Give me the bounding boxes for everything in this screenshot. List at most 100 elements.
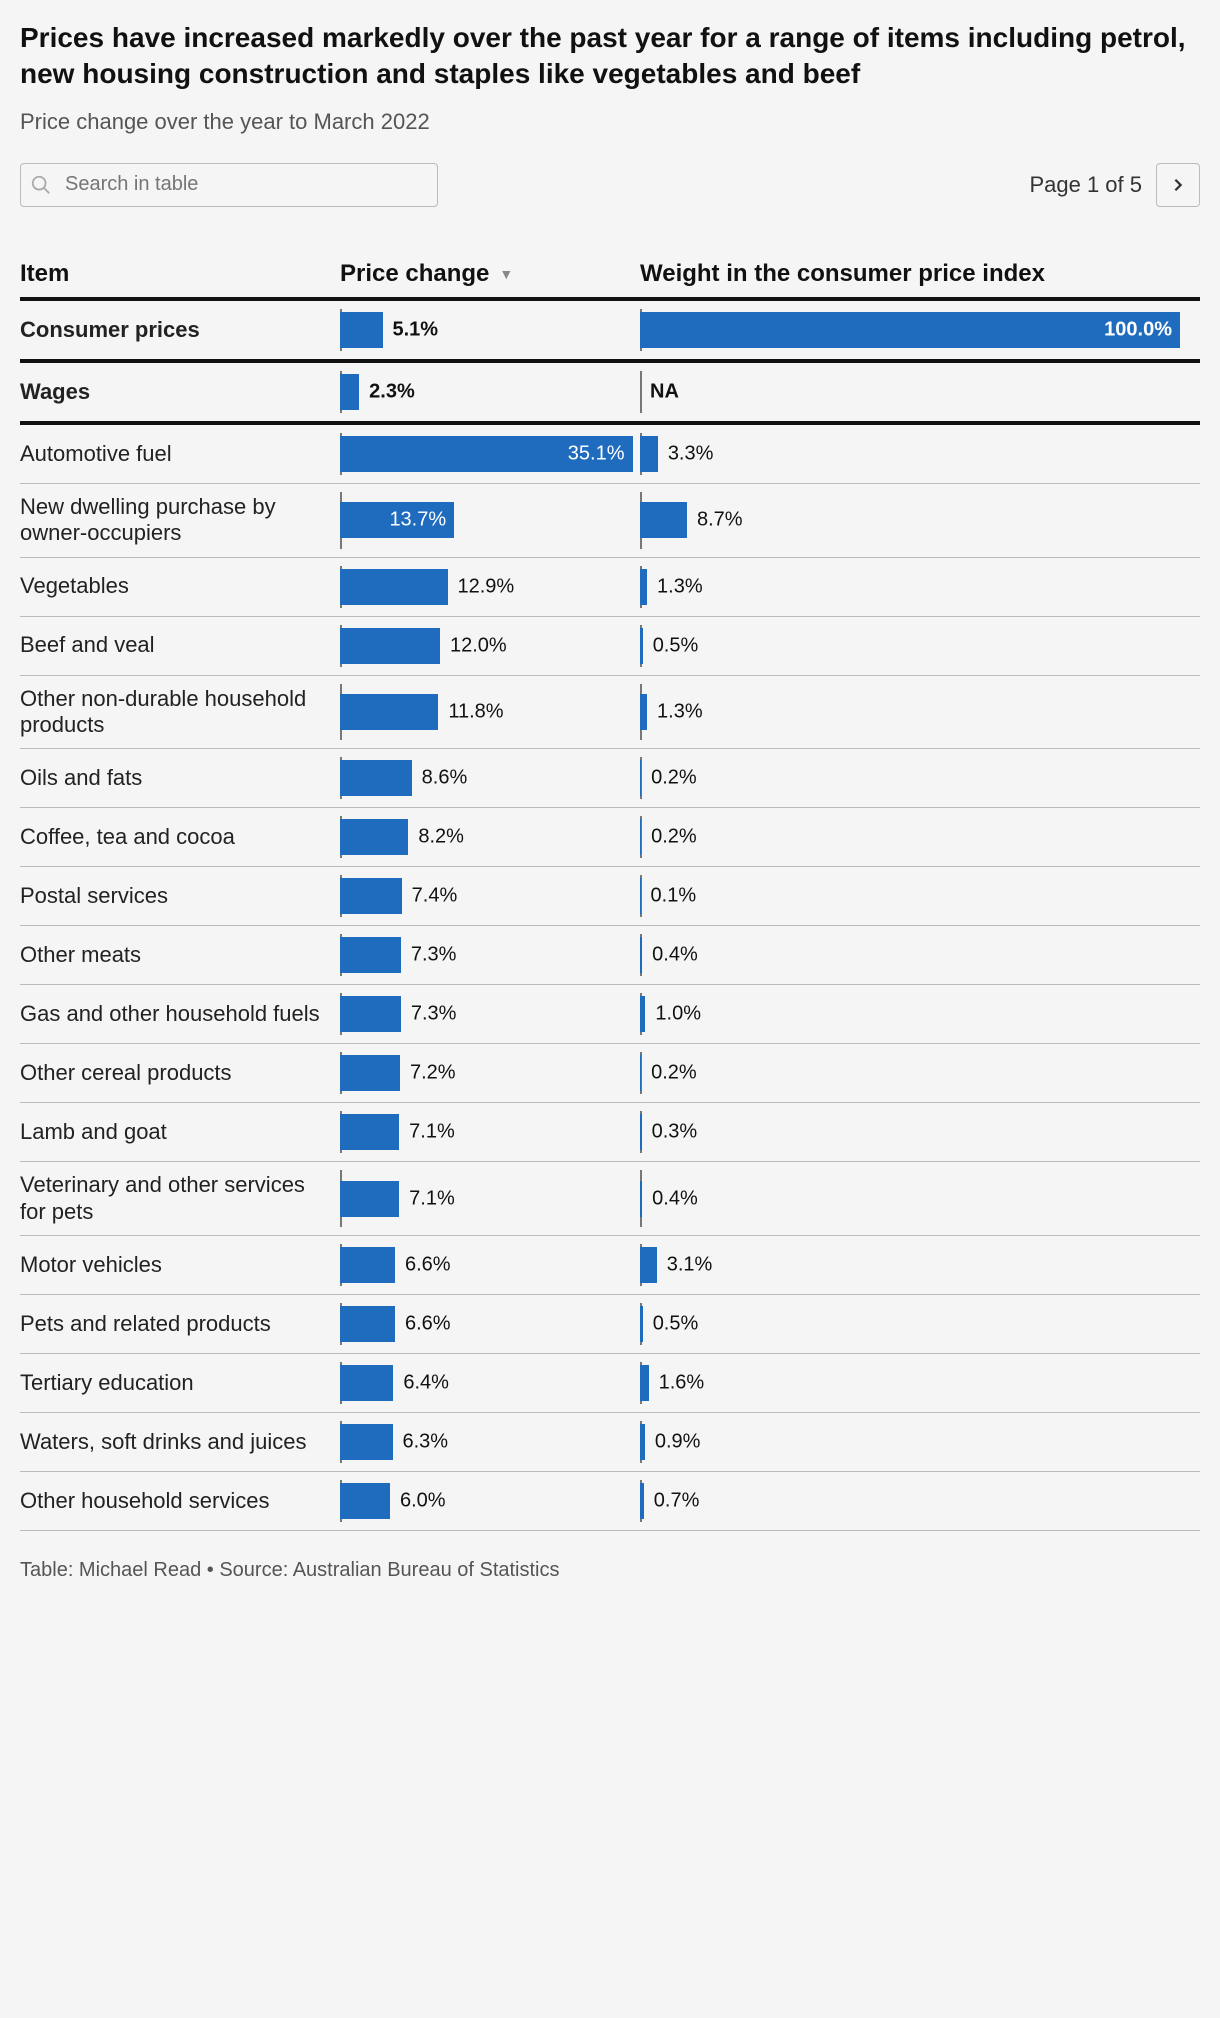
price-bar [340,1365,393,1401]
weight-value-label: 3.1% [667,1254,713,1277]
row-item-label: Postal services [20,883,340,909]
price-value-label: 12.0% [450,634,507,657]
price-bar [340,569,448,605]
weight-value-label: 1.0% [655,1003,701,1026]
weight-bar-cell: 3.1% [640,1246,1180,1284]
row-item-label: Veterinary and other services for pets [20,1172,340,1225]
col-header-item[interactable]: Item [20,259,340,289]
weight-value-label: 0.4% [652,944,698,967]
price-bar-cell: 7.3% [340,995,640,1033]
price-bar-cell: 6.3% [340,1423,640,1461]
weight-bar-cell: 0.4% [640,1172,1180,1225]
row-item-label: Tertiary education [20,1370,340,1396]
col-header-price-label: Price change [340,259,489,289]
weight-bar-cell: 1.3% [640,568,1180,606]
weight-bar [640,1365,649,1401]
price-value-label: 7.1% [409,1121,455,1144]
table-row: Beef and veal 12.0% 0.5% [20,617,1200,676]
source-line: Table: Michael Read • Source: Australian… [20,1559,1200,1582]
weight-bar-cell: 0.2% [640,1054,1180,1092]
row-item-label: Beef and veal [20,632,340,658]
weight-bar-cell: 0.9% [640,1423,1180,1461]
weight-bar [640,1055,641,1091]
search-icon [30,174,52,196]
weight-bar [640,760,641,796]
row-item-label: Other meats [20,942,340,968]
weight-value-label: 0.2% [651,767,697,790]
weight-bar-cell: 0.5% [640,1305,1180,1343]
price-bar [340,1483,390,1519]
price-value-label: 13.7% [389,509,446,532]
weight-bar-cell: 1.6% [640,1364,1180,1402]
col-header-weight[interactable]: Weight in the consumer price index [640,259,1180,289]
weight-value-label: 0.5% [653,634,699,657]
col-header-price[interactable]: Price change ▼ [340,259,640,289]
price-bar [340,937,401,973]
table-row: Wages2.3%NA [20,363,1200,425]
price-bar [340,819,408,855]
table-row: Postal services7.4%0.1% [20,867,1200,926]
price-value-label: 6.4% [403,1372,449,1395]
price-bar: 13.7% [340,502,454,538]
price-bar-cell: 35.1% [340,435,640,473]
weight-value-label: 0.9% [655,1431,701,1454]
price-bar-cell: 7.1% [340,1113,640,1151]
row-item-label: Vegetables [20,573,340,599]
weight-bar-cell: 1.0% [640,995,1180,1033]
table-row: Other household services6.0% 0.7% [20,1472,1200,1531]
price-bar [340,628,440,664]
weight-bar [640,937,642,973]
price-bar-cell: 6.6% [340,1305,640,1343]
weight-bar-cell: 0.7% [640,1482,1180,1520]
weight-bar [640,502,687,538]
price-value-label: 5.1% [393,318,439,341]
row-item-label: Automotive fuel [20,441,340,467]
row-item-label: Other household services [20,1488,340,1514]
weight-bar [640,1181,642,1217]
price-value-label: 35.1% [568,442,625,465]
weight-bar [640,569,647,605]
chart-title: Prices have increased markedly over the … [20,20,1200,93]
weight-value-label: 0.2% [651,1062,697,1085]
weight-value-label: 0.2% [651,826,697,849]
price-value-label: 6.3% [403,1431,449,1454]
table-row: Waters, soft drinks and juices6.3%0.9% [20,1413,1200,1472]
price-value-label: 7.2% [410,1062,456,1085]
table-row: Coffee, tea and cocoa8.2%0.2% [20,808,1200,867]
weight-bar-cell: 0.5% [640,627,1180,665]
weight-bar: 100.0% [640,312,1180,348]
search-input[interactable] [20,163,438,207]
price-value-label: 7.3% [411,944,457,967]
row-item-label: Oils and fats [20,765,340,791]
table-row: Gas and other household fuels7.3%1.0% [20,985,1200,1044]
price-value-label: 7.4% [412,885,458,908]
row-item-label: Pets and related products [20,1311,340,1337]
weight-bar [640,1247,657,1283]
price-bar [340,878,402,914]
row-item-label: Motor vehicles [20,1252,340,1278]
row-item-label: Lamb and goat [20,1119,340,1145]
weight-value-label: 0.7% [654,1490,700,1513]
price-bar [340,1247,395,1283]
chart-subtitle: Price change over the year to March 2022 [20,109,1200,135]
next-page-button[interactable] [1156,163,1200,207]
weight-bar [640,436,658,472]
price-bar-cell: 6.0% [340,1482,640,1520]
price-bar-cell: 5.1% [340,311,640,349]
price-bar: 35.1% [340,436,633,472]
price-bar-cell: 6.6% [340,1246,640,1284]
row-item-label: Other cereal products [20,1060,340,1086]
weight-bar [640,1483,644,1519]
price-bar-cell: 7.1% [340,1172,640,1225]
price-bar [340,1114,399,1150]
weight-bar [640,1424,645,1460]
row-item-label: Other non-durable household products [20,686,340,739]
table-row: Lamb and goat7.1%0.3% [20,1103,1200,1162]
price-value-label: 2.3% [369,380,415,403]
price-bar-cell: 11.8% [340,686,640,739]
price-value-label: 11.8% [448,700,503,723]
price-bar [340,374,359,410]
price-bar-cell: 2.3% [340,373,640,411]
weight-value-label: 3.3% [668,442,714,465]
price-bar-cell: 8.2% [340,818,640,856]
